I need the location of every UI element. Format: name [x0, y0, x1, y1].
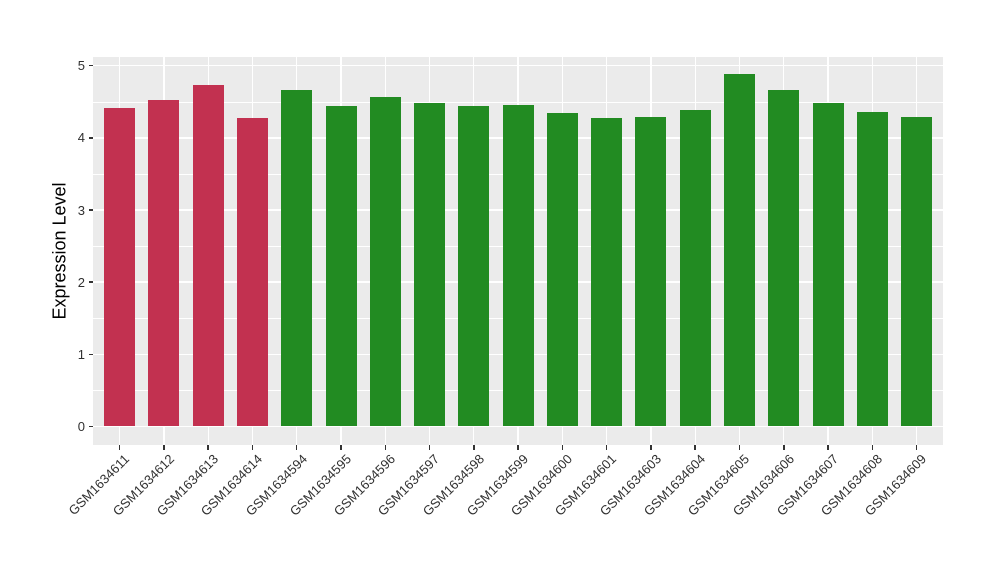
- y-tick-label: 3: [77, 202, 85, 218]
- x-axis-tick: [827, 445, 829, 450]
- x-axis-tick: [871, 445, 874, 450]
- bar-GSM1634594: [281, 90, 313, 427]
- bar-GSM1634605: [724, 73, 756, 427]
- y-axis-tick: [88, 425, 93, 428]
- bar-GSM1634608: [856, 111, 888, 427]
- x-axis-tick: [694, 445, 696, 450]
- y-axis-tick: [88, 64, 93, 67]
- bar-GSM1634595: [325, 106, 357, 427]
- y-tick-label: 1: [77, 346, 85, 362]
- bar-GSM1634599: [502, 104, 534, 427]
- plot-panel: [93, 57, 943, 445]
- bar-GSM1634611: [104, 108, 136, 427]
- bar-GSM1634604: [679, 109, 711, 427]
- x-axis-tick: [915, 445, 918, 450]
- gridline-major: [93, 65, 943, 67]
- y-tick-label: 4: [77, 130, 85, 146]
- bar-GSM1634598: [458, 106, 490, 427]
- x-axis-tick: [384, 445, 387, 450]
- x-axis-tick: [207, 445, 209, 450]
- y-axis-tick: [88, 137, 93, 139]
- bar-GSM1634596: [369, 97, 401, 427]
- x-axis-tick: [650, 445, 652, 450]
- bar-GSM1634601: [591, 118, 623, 427]
- x-axis-tick: [251, 445, 254, 450]
- bar-GSM1634612: [148, 100, 180, 427]
- bar-GSM1634609: [901, 116, 933, 427]
- y-tick-label: 2: [77, 274, 85, 290]
- x-axis-tick: [340, 445, 342, 450]
- y-axis-tick: [88, 209, 93, 211]
- x-axis-tick: [428, 445, 431, 450]
- bar-GSM1634603: [635, 116, 667, 427]
- x-axis-tick: [473, 445, 475, 450]
- bar-GSM1634613: [192, 85, 224, 427]
- y-axis-tick: [88, 281, 93, 283]
- gridline-major: [93, 425, 943, 428]
- x-axis-tick: [517, 445, 519, 450]
- y-axis-title: Expression Level: [49, 182, 70, 320]
- gridline-minor: [93, 101, 943, 103]
- x-axis-tick: [783, 445, 785, 450]
- x-axis-tick: [561, 445, 564, 450]
- x-axis-tick: [605, 445, 608, 450]
- y-tick-label: 5: [77, 58, 85, 74]
- x-axis-tick: [738, 445, 741, 450]
- bar-GSM1634614: [236, 117, 268, 427]
- x-axis-tick: [295, 445, 298, 450]
- y-axis-tick: [88, 353, 93, 356]
- bar-GSM1634597: [414, 102, 446, 427]
- x-axis-tick: [163, 445, 165, 450]
- x-axis-tick: [118, 445, 121, 450]
- y-tick-label: 0: [77, 419, 85, 434]
- bar-GSM1634607: [812, 102, 844, 427]
- bar-GSM1634600: [546, 112, 578, 427]
- bar-GSM1634606: [768, 90, 800, 427]
